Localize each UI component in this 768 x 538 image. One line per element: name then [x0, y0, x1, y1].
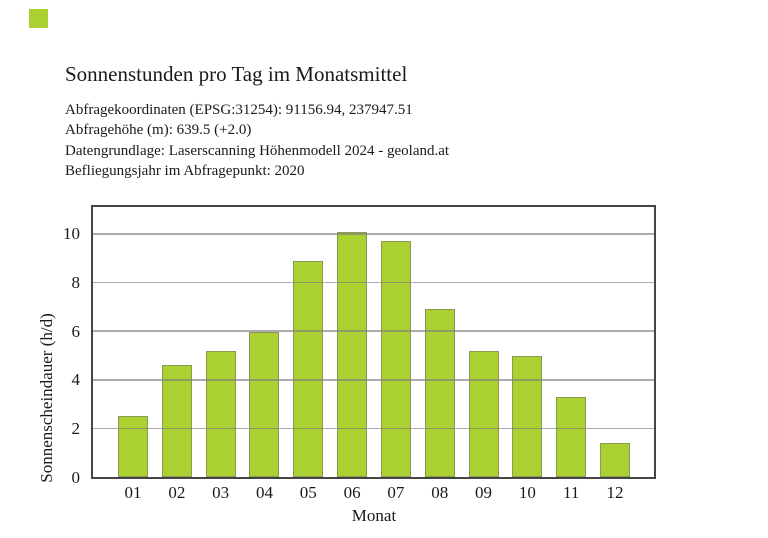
x-tick-label-03: 03: [212, 483, 230, 502]
y-tick-label-2: 2: [71, 418, 81, 438]
bar-month-02: [161, 365, 192, 477]
gridline-y-4: [93, 379, 654, 381]
x-tick-label-09: 09: [475, 483, 493, 502]
meta-line-datasource: Datengrundlage: Laserscanning Höhenmodel…: [65, 142, 450, 159]
x-tick-label-12: 12: [606, 483, 624, 502]
y-tick-label-6: 6: [71, 321, 81, 341]
meta-block: Abfragekoordinaten (EPSG:31254): 91156.9…: [65, 100, 449, 182]
x-axis-label: Monat: [351, 506, 397, 525]
bar-month-11: [556, 396, 587, 477]
x-tick-label-10: 10: [518, 483, 536, 502]
meta-line-elevation: Abfragehöhe (m): 639.5 (+2.0): [65, 122, 252, 139]
meta-line-coordinates: Abfragekoordinaten (EPSG:31254): 91156.9…: [65, 102, 413, 118]
y-tick-label-4: 4: [71, 370, 81, 390]
gridline-y-8: [93, 281, 654, 284]
x-tick-label-02: 02: [168, 483, 186, 502]
x-tick-label-06: 06: [343, 483, 361, 502]
bar-month-07: [380, 241, 411, 477]
bar-month-04: [249, 332, 280, 477]
legend-marker-square: [29, 9, 48, 28]
y-tick-label-8: 8: [71, 273, 81, 293]
bar-month-08: [424, 309, 455, 477]
plot-area: [91, 205, 656, 479]
bar-month-09: [468, 350, 499, 477]
bar-month-01: [118, 416, 148, 477]
gridline-y-10: [93, 233, 654, 235]
bar-month-10: [512, 355, 543, 477]
x-tick-label-01: 01: [124, 483, 142, 502]
bar-month-03: [205, 350, 236, 477]
x-tick-label-04: 04: [255, 483, 273, 502]
gridline-y-6: [93, 330, 654, 332]
x-tick-label-11: 11: [563, 483, 580, 502]
meta-line-flight-year: Befliegungsjahr im Abfragepunkt: 2020: [65, 163, 305, 180]
y-tick-label-10: 10: [63, 224, 80, 244]
bar-month-06: [337, 231, 368, 477]
gridline-y-2: [93, 427, 654, 430]
y-tick-label-0: 0: [71, 467, 81, 487]
bar-month-05: [293, 260, 324, 477]
x-tick-label-05: 05: [299, 483, 317, 502]
bar-month-12: [600, 442, 631, 477]
x-tick-label-08: 08: [431, 483, 449, 502]
page-title: Sonnenstunden pro Tag im Monatsmittel: [65, 62, 408, 86]
x-tick-label-07: 07: [387, 483, 405, 502]
